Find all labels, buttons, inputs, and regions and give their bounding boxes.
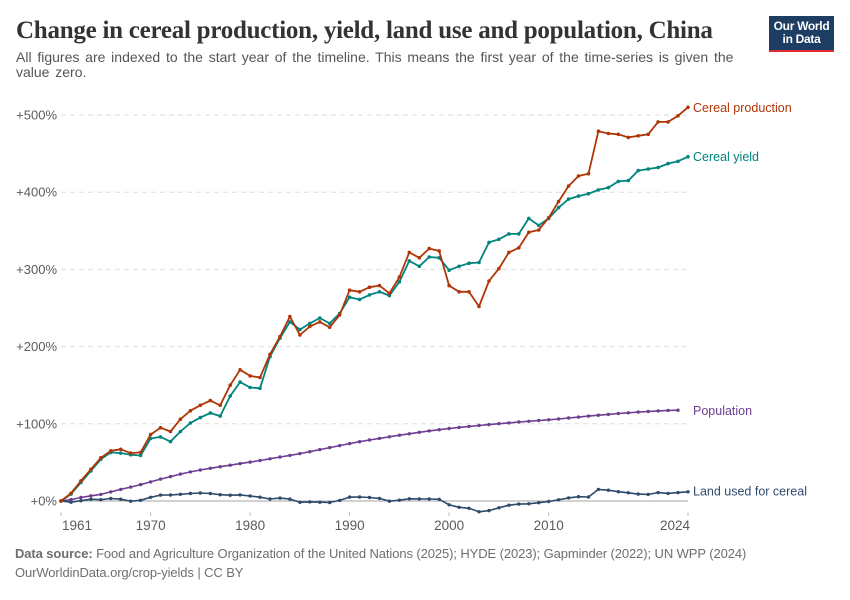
svg-text:Cereal production: Cereal production bbox=[693, 101, 792, 115]
svg-text:2000: 2000 bbox=[434, 518, 464, 533]
svg-text:+500%: +500% bbox=[16, 108, 57, 123]
svg-text:+300%: +300% bbox=[16, 262, 57, 277]
svg-text:1970: 1970 bbox=[136, 518, 166, 533]
svg-text:Population: Population bbox=[693, 404, 752, 418]
svg-text:1961: 1961 bbox=[62, 518, 92, 533]
svg-text:Cereal yield: Cereal yield bbox=[693, 150, 759, 164]
svg-text:1990: 1990 bbox=[335, 518, 365, 533]
svg-text:1980: 1980 bbox=[235, 518, 265, 533]
svg-text:2010: 2010 bbox=[534, 518, 564, 533]
svg-text:+100%: +100% bbox=[16, 416, 57, 431]
svg-text:2024: 2024 bbox=[660, 518, 691, 533]
svg-text:Land used for cereal: Land used for cereal bbox=[693, 485, 807, 499]
svg-text:+400%: +400% bbox=[16, 185, 57, 200]
svg-text:+200%: +200% bbox=[16, 339, 57, 354]
svg-text:+0%: +0% bbox=[31, 494, 58, 509]
